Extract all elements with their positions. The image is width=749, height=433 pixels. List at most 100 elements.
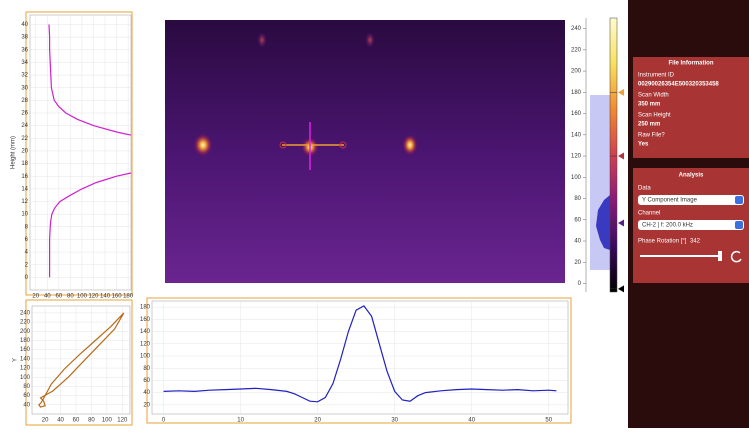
y-tick-label: 14	[21, 186, 28, 192]
y-tick-label: 8	[25, 224, 29, 230]
y-tick-label: 26	[21, 111, 28, 117]
x-tick-label: 0	[162, 418, 166, 424]
x-tick-label: 20	[314, 418, 321, 424]
field-label: Scan Height	[638, 113, 671, 119]
x-tick-label: 50	[545, 418, 552, 424]
frame	[25, 11, 133, 296]
y-tick-label: 240	[571, 26, 582, 32]
y-tick-label: 34	[21, 60, 28, 66]
y-tick-label: 180	[140, 305, 151, 311]
field-label: Scan Width	[638, 93, 669, 99]
y-tick-label: 100	[571, 175, 582, 181]
x-tick-label: 20	[42, 418, 49, 424]
y-tick-label: 16	[21, 174, 28, 180]
y-tick-label: 140	[140, 329, 151, 335]
phase-label: Phase Rotation [°]	[638, 239, 687, 245]
scan-image	[165, 20, 565, 283]
select-arrow	[735, 221, 743, 229]
reset-button[interactable]	[730, 250, 742, 263]
y-tick-label: 120	[20, 366, 31, 372]
y-tick-label: 200	[20, 329, 31, 335]
x-tick-label: 40	[57, 418, 64, 424]
level-marker	[618, 88, 624, 96]
y-tick-label: 200	[571, 69, 582, 75]
x-tick-label: 80	[67, 294, 74, 300]
lissajous-line	[38, 312, 125, 408]
y-tick-label: 180	[571, 90, 582, 96]
field-value: 250 mm	[638, 122, 660, 128]
y-tick-label: 40	[574, 239, 581, 245]
y-tick-label: 160	[571, 111, 582, 117]
y-tick-label: 60	[143, 378, 150, 384]
y-tick-label: 180	[20, 338, 31, 344]
y-tick-label: 22	[21, 136, 28, 142]
x-tick-label: 160	[112, 294, 123, 300]
y-tick-label: 80	[143, 366, 150, 372]
y-tick-label: 32	[21, 73, 28, 79]
plot-area	[29, 14, 132, 291]
file-info-title: File Information	[669, 61, 714, 67]
y-tick-label: 30	[21, 85, 28, 91]
y-tick-label: 80	[574, 196, 581, 202]
data-label: Data	[638, 186, 651, 192]
x-tick-label: 120	[88, 294, 99, 300]
x-tick-label: 60	[56, 294, 63, 300]
data-value: Y Component Image	[642, 198, 698, 204]
y-tick-label: 0	[578, 281, 582, 287]
channel-select[interactable]	[638, 220, 744, 230]
frame	[25, 299, 133, 426]
y-tick-label: 10	[21, 212, 28, 218]
y-tick-label: 160	[20, 347, 31, 353]
y-tick-label: 2	[25, 262, 29, 268]
y-tick-label: 28	[21, 98, 28, 104]
field-label: Raw File?	[638, 133, 665, 139]
y-tick-label: 18	[21, 161, 28, 167]
file-info-box	[633, 57, 749, 158]
y-tick-label: 220	[20, 320, 31, 326]
x-tick-label: 180	[123, 294, 134, 300]
phase-value: 342	[690, 239, 701, 245]
x-tick-label: 140	[100, 294, 111, 300]
channel-value: CH-2 | f: 200.0 kHz	[642, 223, 693, 229]
analysis-title: Analysis	[679, 173, 704, 179]
x-tick-label: 120	[117, 418, 128, 424]
phase-slider[interactable]	[640, 255, 722, 257]
y-tick-label: 0	[25, 275, 29, 281]
x-tick-label: 20	[32, 294, 39, 300]
plot-area	[151, 300, 569, 415]
y-tick-label: 100	[140, 354, 151, 360]
x-tick-label: 10	[237, 418, 244, 424]
channel-label: Channel	[638, 211, 660, 217]
field-value: Yes	[638, 142, 649, 148]
y-tick-label: 160	[140, 317, 151, 323]
y-tick-label: 140	[20, 356, 31, 362]
field-label: Instrument ID	[638, 73, 675, 79]
y-tick-label: 36	[21, 47, 28, 53]
x-tick-label: 60	[73, 418, 80, 424]
field-value: 00290026354E500320353458	[638, 82, 719, 88]
y-tick-label: 20	[21, 148, 28, 154]
y-tick-label: 40	[21, 22, 28, 28]
frame	[146, 297, 572, 424]
y-tick-label: 240	[20, 310, 31, 316]
x-tick-label: 40	[44, 294, 51, 300]
y-tick-label: 100	[20, 375, 31, 381]
y-tick-label: 40	[23, 402, 30, 408]
y-tick-label: 12	[21, 199, 28, 205]
y-axis-label: Height (mm)	[11, 136, 17, 169]
y-tick-label: 4	[25, 250, 29, 256]
colorbar	[609, 17, 618, 293]
x-tick-label: 80	[88, 418, 95, 424]
data-select[interactable]	[638, 195, 744, 205]
slider-thumb[interactable]	[718, 251, 722, 261]
x-tick-label: 40	[468, 418, 475, 424]
y-tick-label: 20	[574, 260, 581, 266]
y-tick-label: 24	[21, 123, 28, 129]
profile-line	[48, 24, 132, 278]
y-tick-label: 6	[25, 237, 29, 243]
level-marker	[618, 219, 624, 227]
y-tick-label: 20	[143, 402, 150, 408]
